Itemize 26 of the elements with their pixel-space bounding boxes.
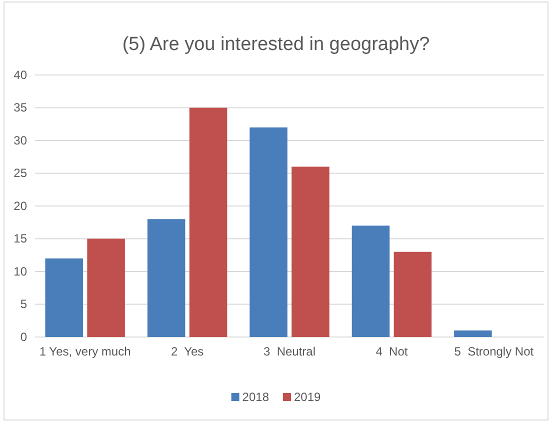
bar [394, 252, 432, 337]
x-tick-label: 2 Yes [170, 344, 204, 359]
x-tick-label: 4 Not [376, 344, 408, 359]
legend-label: 2019 [294, 390, 322, 404]
x-tick-label: 1 Yes, very much [39, 344, 131, 359]
chart-title: (5) Are you interested in geography? [122, 34, 430, 55]
bar [454, 330, 492, 337]
bar [189, 108, 228, 337]
y-tick-label: 10 [14, 264, 28, 278]
x-tick-label: 5 Strongly Not [454, 344, 534, 359]
y-tick-label: 15 [14, 232, 28, 246]
y-tick-label: 30 [14, 133, 28, 148]
bar [292, 166, 330, 337]
bar [87, 238, 125, 337]
y-tick-label: 20 [14, 198, 28, 213]
y-tick-label: 5 [20, 297, 28, 312]
y-tick-label: 40 [14, 68, 28, 82]
bar [352, 226, 390, 337]
y-tick-label: 0 [20, 330, 28, 344]
y-tick-label: 35 [14, 100, 28, 115]
bar [250, 127, 288, 337]
legend-label: 2018 [242, 390, 270, 404]
bar [45, 258, 83, 337]
x-tick-label: 3 Neutral [263, 344, 316, 359]
bar [147, 219, 186, 337]
y-tick-label: 25 [14, 166, 28, 180]
